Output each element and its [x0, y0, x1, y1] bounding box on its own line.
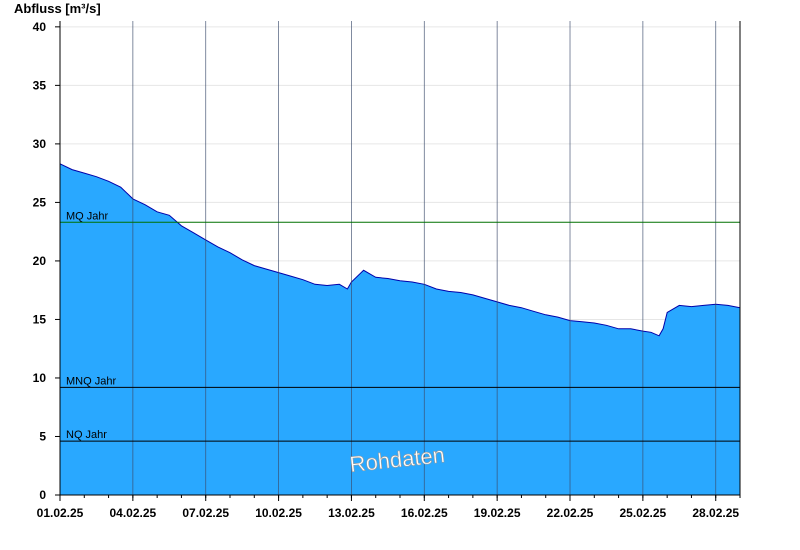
x-tick-label: 07.02.25	[182, 506, 229, 520]
x-tick-label: 16.02.25	[401, 506, 448, 520]
y-tick-label: 10	[33, 371, 47, 385]
discharge-line	[59, 163, 741, 337]
x-tick-label: 01.02.25	[37, 506, 84, 520]
y-tick-label: 5	[39, 429, 46, 443]
y-tick-label: 20	[33, 254, 47, 268]
y-tick-label: 25	[33, 195, 47, 209]
reference-line-label: MQ Jahr	[66, 210, 109, 222]
x-tick-label: 10.02.25	[255, 506, 302, 520]
x-tick-label: 25.02.25	[620, 506, 667, 520]
axes	[55, 21, 741, 501]
y-axis-title: Abfluss [m³/s]	[14, 1, 101, 16]
tick-labels: 0 5 10 15 20 25 30 35 40 01.02.25 04.02.25 07.02.25…	[33, 20, 740, 520]
vertical-grid-lines	[132, 21, 717, 495]
discharge-series	[59, 163, 741, 496]
x-tick-label: 04.02.25	[109, 506, 156, 520]
y-tick-label: 0	[39, 488, 46, 502]
reference-lines: MQ Jahr MNQ Jahr NQ Jahr	[60, 210, 740, 442]
y-tick-label: 35	[33, 78, 47, 92]
x-tick-label: 13.02.25	[328, 506, 375, 520]
y-tick-label: 30	[33, 137, 47, 151]
y-tick-label: 15	[33, 312, 47, 326]
reference-line-label: MNQ Jahr	[66, 375, 116, 387]
x-tick-label: 19.02.25	[474, 506, 521, 520]
x-tick-label: 22.02.25	[547, 506, 594, 520]
x-tick-label: 28.02.25	[692, 506, 739, 520]
reference-line-label: NQ Jahr	[66, 429, 107, 441]
y-tick-label: 40	[33, 20, 47, 34]
